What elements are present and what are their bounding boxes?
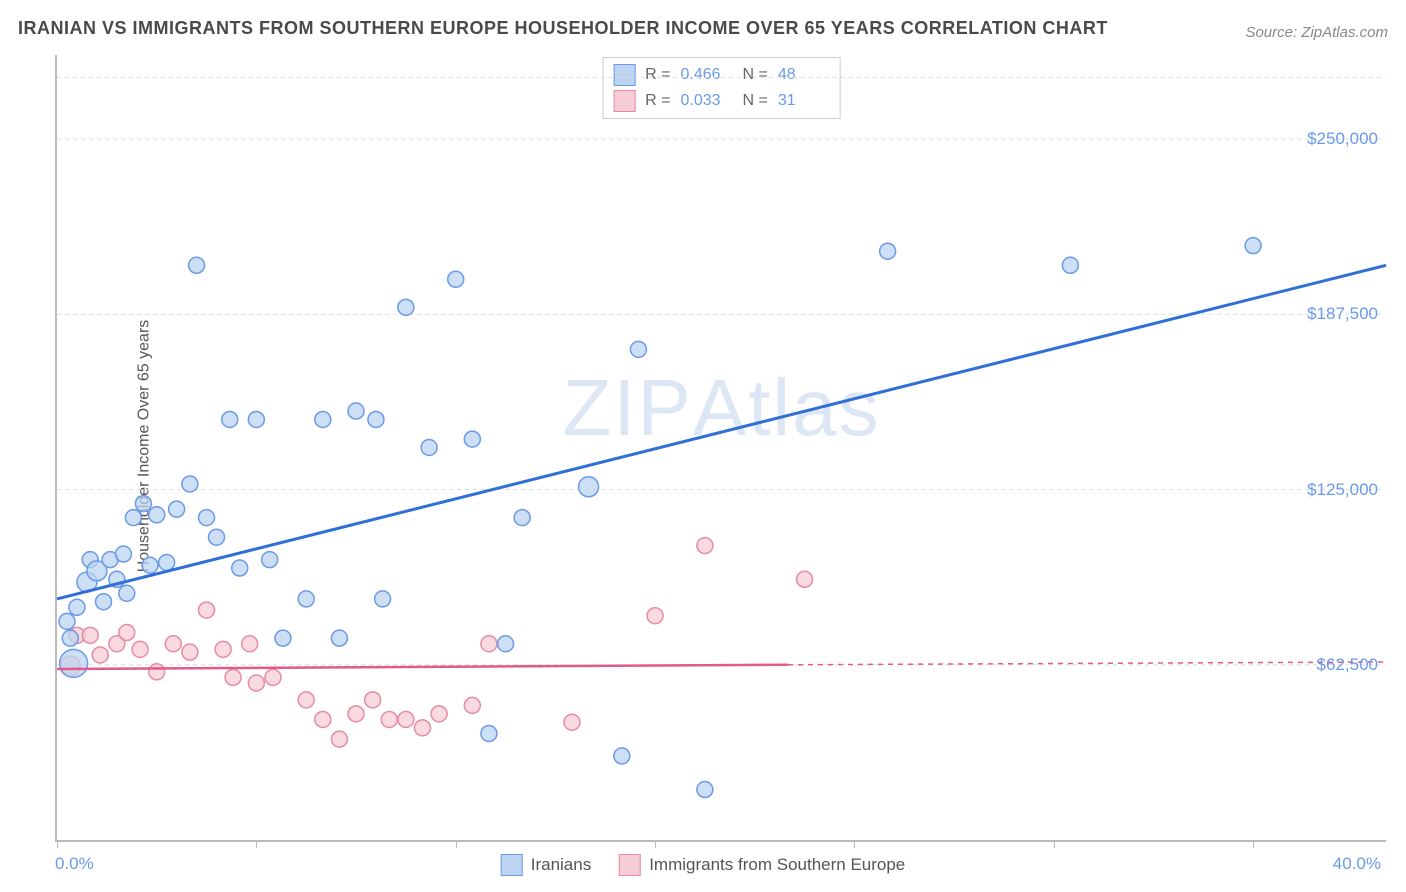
data-point [115,546,131,562]
data-point [199,602,215,618]
data-point [464,431,480,447]
data-point [142,557,158,573]
y-tick-label: $125,000 [1307,480,1378,500]
data-point [182,476,198,492]
data-point [368,411,384,427]
data-point [365,692,381,708]
data-point [149,664,165,680]
data-point [159,554,175,570]
data-point [96,594,112,610]
data-point [448,271,464,287]
data-point [232,560,248,576]
data-point [119,585,135,601]
data-point [222,411,238,427]
data-point [149,507,165,523]
chart-container: IRANIAN VS IMMIGRANTS FROM SOUTHERN EURO… [0,0,1406,892]
data-point [225,669,241,685]
x-tick [1253,840,1254,848]
data-point [60,649,88,677]
data-point [398,711,414,727]
data-point [208,529,224,545]
data-point [1062,257,1078,273]
data-point [514,510,530,526]
data-point [125,510,141,526]
data-point [315,711,331,727]
data-point [381,711,397,727]
data-point [880,243,896,259]
chart-title: IRANIAN VS IMMIGRANTS FROM SOUTHERN EURO… [18,18,1108,39]
x-tick [854,840,855,848]
data-point [248,675,264,691]
data-point [331,630,347,646]
data-point [59,613,75,629]
legend-label-iranians: Iranians [531,855,591,875]
legend-series: Iranians Immigrants from Southern Europe [501,854,906,876]
x-axis-max-label: 40.0% [1333,854,1381,874]
data-point [132,641,148,657]
data-point [119,625,135,641]
legend-item-south-europe: Immigrants from Southern Europe [619,854,905,876]
swatch-south-europe-bottom [619,854,641,876]
data-point [62,630,78,646]
data-point [69,599,85,615]
data-point [189,257,205,273]
data-point [614,748,630,764]
data-point [275,630,291,646]
data-point [135,496,151,512]
trend-line-south-europe-extrapolated [788,662,1386,665]
data-point [265,669,281,685]
data-point [92,647,108,663]
data-point [262,552,278,568]
trend-line-south-europe [57,665,788,669]
data-point [242,636,258,652]
x-axis-min-label: 0.0% [55,854,94,874]
y-tick-label: $250,000 [1307,129,1378,149]
legend-item-iranians: Iranians [501,854,591,876]
data-point [182,644,198,660]
x-tick [655,840,656,848]
data-point [398,299,414,315]
x-tick [256,840,257,848]
data-point [82,627,98,643]
x-tick [1054,840,1055,848]
data-point [647,608,663,624]
data-point [481,725,497,741]
chart-svg [57,55,1386,840]
data-point [331,731,347,747]
data-point [630,341,646,357]
source-label: Source: ZipAtlas.com [1245,24,1388,41]
data-point [414,720,430,736]
data-point [464,697,480,713]
y-tick-label: $187,500 [1307,304,1378,324]
data-point [215,641,231,657]
plot-area: ZIPAtlas R = 0.466 N = 48 R = 0.033 N = … [55,55,1386,842]
data-point [348,403,364,419]
data-point [421,440,437,456]
data-point [697,782,713,798]
data-point [498,636,514,652]
data-point [375,591,391,607]
data-point [564,714,580,730]
data-point [1245,238,1261,254]
data-point [298,692,314,708]
data-point [431,706,447,722]
data-point [169,501,185,517]
data-point [697,538,713,554]
data-point [248,411,264,427]
y-tick-label: $62,500 [1317,655,1378,675]
data-point [165,636,181,652]
data-point [481,636,497,652]
trend-line-iranians [57,265,1386,599]
data-point [797,571,813,587]
data-point [315,411,331,427]
swatch-iranians-bottom [501,854,523,876]
data-point [579,477,599,497]
legend-label-south-europe: Immigrants from Southern Europe [649,855,905,875]
data-point [199,510,215,526]
data-point [348,706,364,722]
data-point [298,591,314,607]
x-tick [57,840,58,848]
x-tick [456,840,457,848]
